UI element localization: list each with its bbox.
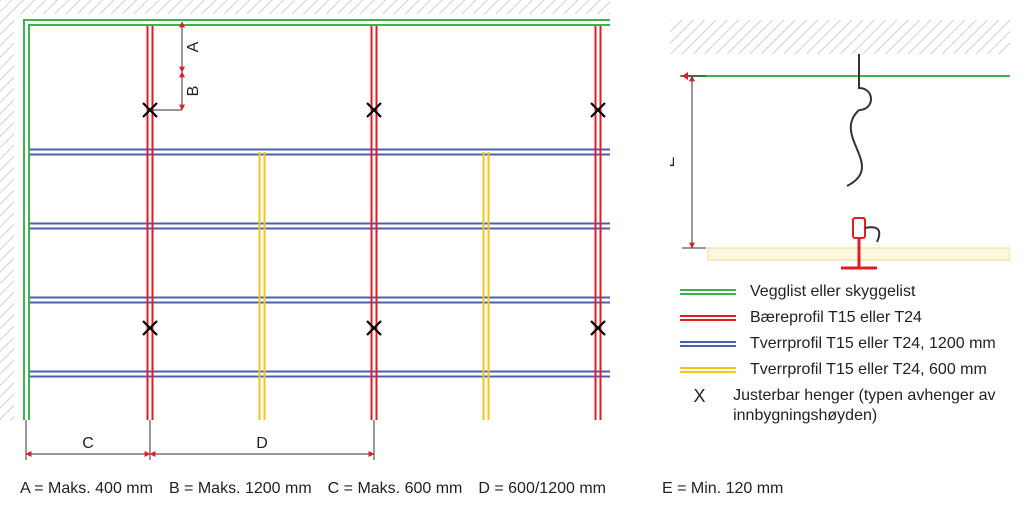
legend: Vegglist eller skyggelist Bæreprofil T15 … xyxy=(680,282,1020,432)
legend-label: Tverrprofil T15 eller T24, 600 mm xyxy=(736,360,987,380)
dimension-notes: A = Maks. 400 mm B = Maks. 1200 mm C = M… xyxy=(20,480,783,498)
plan-view: A B C D xyxy=(0,0,630,470)
x-icon: X xyxy=(680,386,719,407)
dim-d-note: D = 600/1200 mm xyxy=(478,480,606,498)
legend-row: Tverrprofil T15 eller T24, 1200 mm xyxy=(680,334,1020,354)
dim-e-note: E = Min. 120 mm xyxy=(662,480,783,498)
legend-row: Tverrprofil T15 eller T24, 600 mm xyxy=(680,360,1020,380)
legend-label: Tverrprofil T15 eller T24, 1200 mm xyxy=(736,334,996,354)
svg-text:B: B xyxy=(185,86,202,97)
svg-text:E: E xyxy=(670,157,678,168)
legend-row: XJusterbar henger (typen avhenger av inn… xyxy=(680,386,1020,426)
dim-b-note: B = Maks. 1200 mm xyxy=(169,480,312,498)
legend-row: Vegglist eller skyggelist xyxy=(680,282,1020,302)
dim-c-note: C = Maks. 600 mm xyxy=(328,480,463,498)
legend-label: Justerbar henger (typen avhenger av innb… xyxy=(719,386,1020,426)
svg-text:D: D xyxy=(256,435,268,452)
legend-label: Vegglist eller skyggelist xyxy=(736,282,915,302)
legend-label: Bæreprofil T15 eller T24 xyxy=(736,308,922,328)
legend-row: Bæreprofil T15 eller T24 xyxy=(680,308,1020,328)
dim-a-note: A = Maks. 400 mm xyxy=(20,480,153,498)
svg-text:A: A xyxy=(185,41,202,52)
section-view: E xyxy=(670,20,1010,280)
svg-text:C: C xyxy=(82,435,94,452)
